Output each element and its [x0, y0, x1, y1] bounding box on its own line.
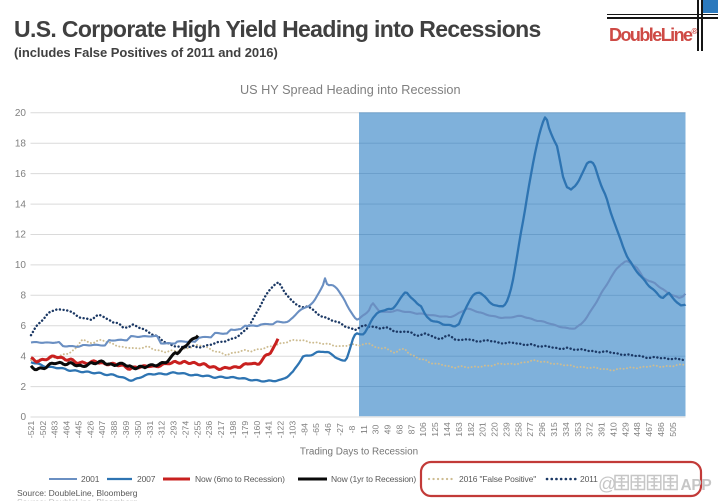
svg-text:-483: -483: [50, 421, 60, 439]
svg-text:-255: -255: [192, 421, 202, 439]
svg-text:6: 6: [20, 321, 26, 332]
svg-text:-141: -141: [264, 421, 274, 439]
svg-text:-464: -464: [62, 421, 72, 439]
svg-text:12: 12: [15, 230, 27, 241]
svg-text:258: 258: [513, 422, 523, 437]
svg-text:-521: -521: [26, 421, 36, 439]
svg-text:20: 20: [15, 108, 27, 119]
svg-text:30: 30: [371, 425, 381, 435]
svg-text:-217: -217: [216, 421, 226, 439]
svg-text:-8: -8: [347, 425, 357, 433]
svg-text:315: 315: [549, 422, 559, 437]
svg-text:-65: -65: [311, 423, 321, 436]
svg-text:18: 18: [15, 138, 27, 149]
svg-text:-331: -331: [145, 421, 155, 439]
svg-text:-27: -27: [335, 423, 345, 436]
svg-text:-160: -160: [252, 421, 262, 439]
svg-text:-103: -103: [288, 421, 298, 439]
svg-text:-407: -407: [97, 421, 107, 439]
svg-text:Trading Days to Recession: Trading Days to Recession: [300, 447, 418, 458]
svg-text:182: 182: [466, 422, 476, 437]
svg-text:163: 163: [454, 422, 464, 437]
svg-text:16: 16: [15, 169, 27, 180]
svg-text:-388: -388: [109, 421, 119, 439]
svg-text:467: 467: [644, 422, 654, 437]
svg-text:-426: -426: [85, 421, 95, 439]
svg-text:14: 14: [15, 199, 27, 210]
svg-text:0: 0: [20, 412, 26, 423]
svg-text:87: 87: [406, 425, 416, 435]
svg-text:68: 68: [394, 425, 404, 435]
svg-text:-122: -122: [276, 421, 286, 439]
svg-text:Source: DoubleLine, Bloomberg: Source: DoubleLine, Bloomberg: [17, 488, 138, 498]
svg-text:Now (6mo to Recession): Now (6mo to Recession): [195, 474, 285, 484]
svg-text:239: 239: [501, 422, 511, 437]
svg-text:486: 486: [656, 422, 666, 437]
svg-text:2001: 2001: [81, 474, 100, 484]
svg-text:106: 106: [418, 422, 428, 437]
svg-text:-445: -445: [74, 421, 84, 439]
svg-text:-293: -293: [169, 421, 179, 439]
svg-text:10: 10: [15, 260, 27, 271]
svg-text:277: 277: [525, 422, 535, 437]
svg-text:334: 334: [561, 422, 571, 437]
svg-text:429: 429: [620, 422, 630, 437]
svg-text:Now (1yr to Recession): Now (1yr to Recession): [331, 474, 416, 484]
svg-text:2016 "False Positive": 2016 "False Positive": [459, 474, 536, 484]
svg-text:-312: -312: [157, 421, 167, 439]
svg-text:372: 372: [585, 422, 595, 437]
svg-text:Source: DoubleLine, Bloomberg: Source: DoubleLine, Bloomberg: [17, 497, 138, 501]
svg-text:-369: -369: [121, 421, 131, 439]
svg-text:-236: -236: [204, 421, 214, 439]
svg-text:4: 4: [20, 351, 26, 362]
svg-text:-84: -84: [299, 423, 309, 436]
svg-text:2: 2: [20, 382, 26, 393]
svg-text:144: 144: [442, 422, 452, 437]
svg-text:11: 11: [359, 425, 369, 434]
svg-text:505: 505: [668, 422, 678, 437]
svg-text:296: 296: [537, 422, 547, 437]
svg-text:-350: -350: [133, 421, 143, 439]
svg-text:220: 220: [490, 422, 500, 437]
svg-text:8: 8: [20, 291, 26, 302]
svg-text:APP: APP: [681, 477, 712, 494]
svg-text:353: 353: [573, 422, 583, 437]
svg-text:@: @: [598, 474, 616, 494]
svg-text:2007: 2007: [137, 474, 156, 484]
svg-text:125: 125: [430, 422, 440, 437]
svg-text:-502: -502: [38, 421, 48, 439]
svg-text:49: 49: [383, 425, 393, 435]
svg-text:201: 201: [478, 422, 488, 437]
svg-text:410: 410: [608, 422, 618, 437]
svg-text:-274: -274: [181, 421, 191, 439]
svg-text:2011: 2011: [580, 474, 598, 484]
svg-text:-198: -198: [228, 421, 238, 439]
svg-text:-46: -46: [323, 423, 333, 436]
svg-text:-179: -179: [240, 421, 250, 439]
svg-text:391: 391: [597, 422, 607, 437]
svg-text:448: 448: [632, 422, 642, 437]
